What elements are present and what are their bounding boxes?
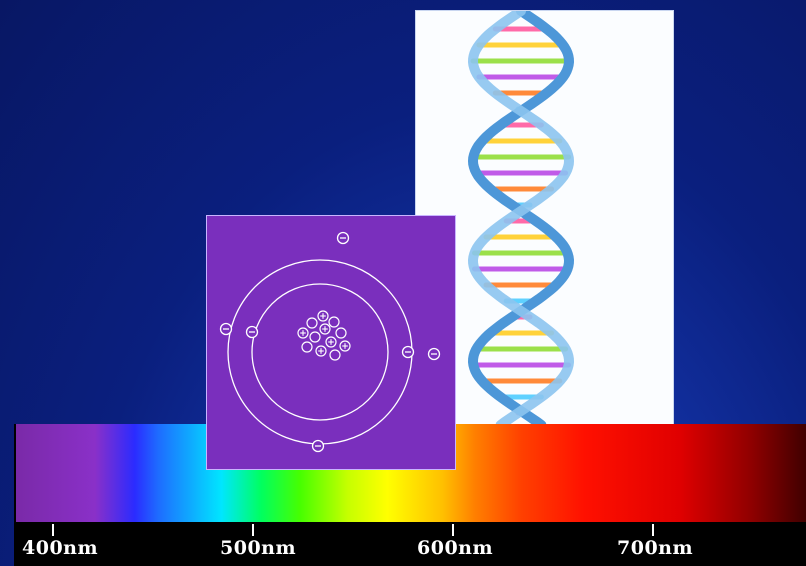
neutron <box>335 327 347 339</box>
electron <box>311 439 325 453</box>
tick-mark <box>452 524 454 536</box>
atom-diagram-image <box>206 215 456 470</box>
proton <box>297 327 309 339</box>
electron <box>336 231 350 245</box>
inner-orbit <box>251 283 389 421</box>
proton <box>315 345 327 357</box>
tick-label-500: 500nm <box>220 537 297 559</box>
tick-label-700: 700nm <box>617 537 694 559</box>
atom-icon <box>219 231 441 453</box>
electron <box>245 325 259 339</box>
tick-mark <box>252 524 254 536</box>
neutron <box>301 341 313 353</box>
tick-mark <box>652 524 654 536</box>
proton <box>325 336 337 348</box>
tick-mark <box>52 524 54 536</box>
neutron <box>328 316 340 328</box>
neutron <box>329 349 341 361</box>
neutron <box>306 317 318 329</box>
tick-label-600: 600nm <box>417 537 494 559</box>
electron <box>401 345 415 359</box>
neutron <box>309 331 321 343</box>
electron <box>427 347 441 361</box>
proton <box>319 323 331 335</box>
dna-helix-image <box>415 10 674 425</box>
proton <box>339 340 351 352</box>
proton <box>317 310 329 322</box>
electron <box>219 322 233 336</box>
dna-helix-icon <box>467 11 575 424</box>
tick-label-400: 400nm <box>22 537 99 559</box>
